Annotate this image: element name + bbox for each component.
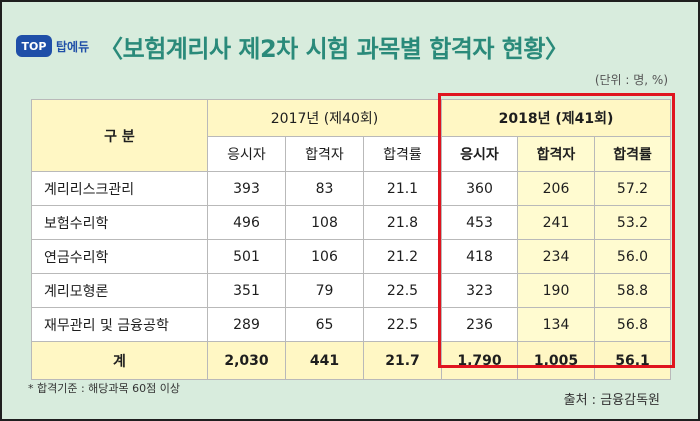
value-cell: 58.8	[593, 273, 672, 308]
total-cell: 441	[285, 341, 364, 380]
footnote: * 합격기준 : 해당과목 60점 이상	[28, 382, 181, 395]
total-cell: 1,790	[441, 341, 518, 380]
subject-cell: 재무관리 및 금융공학	[31, 307, 208, 342]
header-row-columns: 응시자 합격자 합격률 응시자 합격자 합격률	[32, 136, 672, 172]
table-row: 보험수리학 496 108 21.8 453 241 53.2	[31, 205, 672, 240]
unit-label: (단위 : 명, %)	[594, 73, 668, 87]
value-cell: 53.2	[593, 205, 672, 240]
total-row: 계 2,030 441 21.7 1,790 1,005 56.1	[31, 341, 672, 380]
col-passers-2017: 합격자	[285, 136, 364, 172]
col-rate-2018: 합격률	[593, 136, 672, 172]
value-cell: 360	[441, 171, 518, 206]
total-cell: 56.1	[593, 341, 672, 380]
brand-name: 탑에듀	[56, 39, 90, 54]
table-row: 연금수리학 501 106 21.2 418 234 56.0	[31, 239, 672, 274]
col-passers-2018: 합격자	[517, 136, 595, 172]
col-rate-2017: 합격률	[363, 136, 442, 172]
value-cell: 108	[285, 205, 364, 240]
value-cell: 234	[517, 239, 595, 274]
value-cell: 323	[441, 273, 518, 308]
header: TOP 탑에듀 〈보험계리사 제2차 시험 과목별 합격자 현황〉	[16, 26, 569, 66]
value-cell: 393	[207, 171, 286, 206]
value-cell: 106	[285, 239, 364, 274]
table-row: 재무관리 및 금융공학 289 65 22.5 236 134 56.8	[31, 307, 672, 342]
value-cell: 21.8	[363, 205, 442, 240]
value-cell: 56.8	[593, 307, 672, 342]
value-cell: 236	[441, 307, 518, 342]
value-cell: 21.2	[363, 239, 442, 274]
results-table-container: 구 분 2017년 (제40회) 2018년 (제41회) 응시자 합격자 합격…	[31, 99, 672, 380]
col-examinees-2017: 응시자	[207, 136, 286, 172]
value-cell: 65	[285, 307, 364, 342]
value-cell: 21.1	[363, 171, 442, 206]
col-examinees-2018: 응시자	[441, 136, 518, 172]
source-label: 출처 : 금융감독원	[563, 393, 660, 408]
total-cell: 2,030	[207, 341, 286, 380]
table-row: 계리리스크관리 393 83 21.1 360 206 57.2	[31, 171, 672, 206]
year-2018-header: 2018년 (제41회)	[440, 99, 672, 137]
value-cell: 134	[517, 307, 595, 342]
header-row-years: 구 분 2017년 (제40회) 2018년 (제41회)	[31, 99, 672, 172]
year-2017-header: 2017년 (제40회)	[207, 99, 442, 137]
value-cell: 83	[285, 171, 364, 206]
subject-cell: 계리모형론	[31, 273, 208, 308]
value-cell: 351	[207, 273, 286, 308]
value-cell: 22.5	[363, 273, 442, 308]
value-cell: 190	[517, 273, 595, 308]
value-cell: 22.5	[363, 307, 442, 342]
value-cell: 56.0	[593, 239, 672, 274]
subject-cell: 보험수리학	[31, 205, 208, 240]
value-cell: 79	[285, 273, 364, 308]
value-cell: 418	[441, 239, 518, 274]
total-cell: 21.7	[363, 341, 442, 380]
subject-cell: 계리리스크관리	[31, 171, 208, 206]
value-cell: 289	[207, 307, 286, 342]
subject-cell: 연금수리학	[31, 239, 208, 274]
value-cell: 453	[441, 205, 518, 240]
brand-logo-badge: TOP	[16, 35, 52, 57]
value-cell: 496	[207, 205, 286, 240]
value-cell: 57.2	[593, 171, 672, 206]
value-cell: 206	[517, 171, 595, 206]
table-row: 계리모형론 351 79 22.5 323 190 58.8	[31, 273, 672, 308]
total-label: 계	[31, 341, 208, 380]
value-cell: 501	[207, 239, 286, 274]
total-cell: 1,005	[517, 341, 595, 380]
page-title: 〈보험계리사 제2차 시험 과목별 합격자 현황〉	[99, 34, 569, 63]
results-table: 구 분 2017년 (제40회) 2018년 (제41회) 응시자 합격자 합격…	[31, 99, 672, 380]
category-header: 구 분	[31, 99, 208, 172]
value-cell: 241	[517, 205, 595, 240]
